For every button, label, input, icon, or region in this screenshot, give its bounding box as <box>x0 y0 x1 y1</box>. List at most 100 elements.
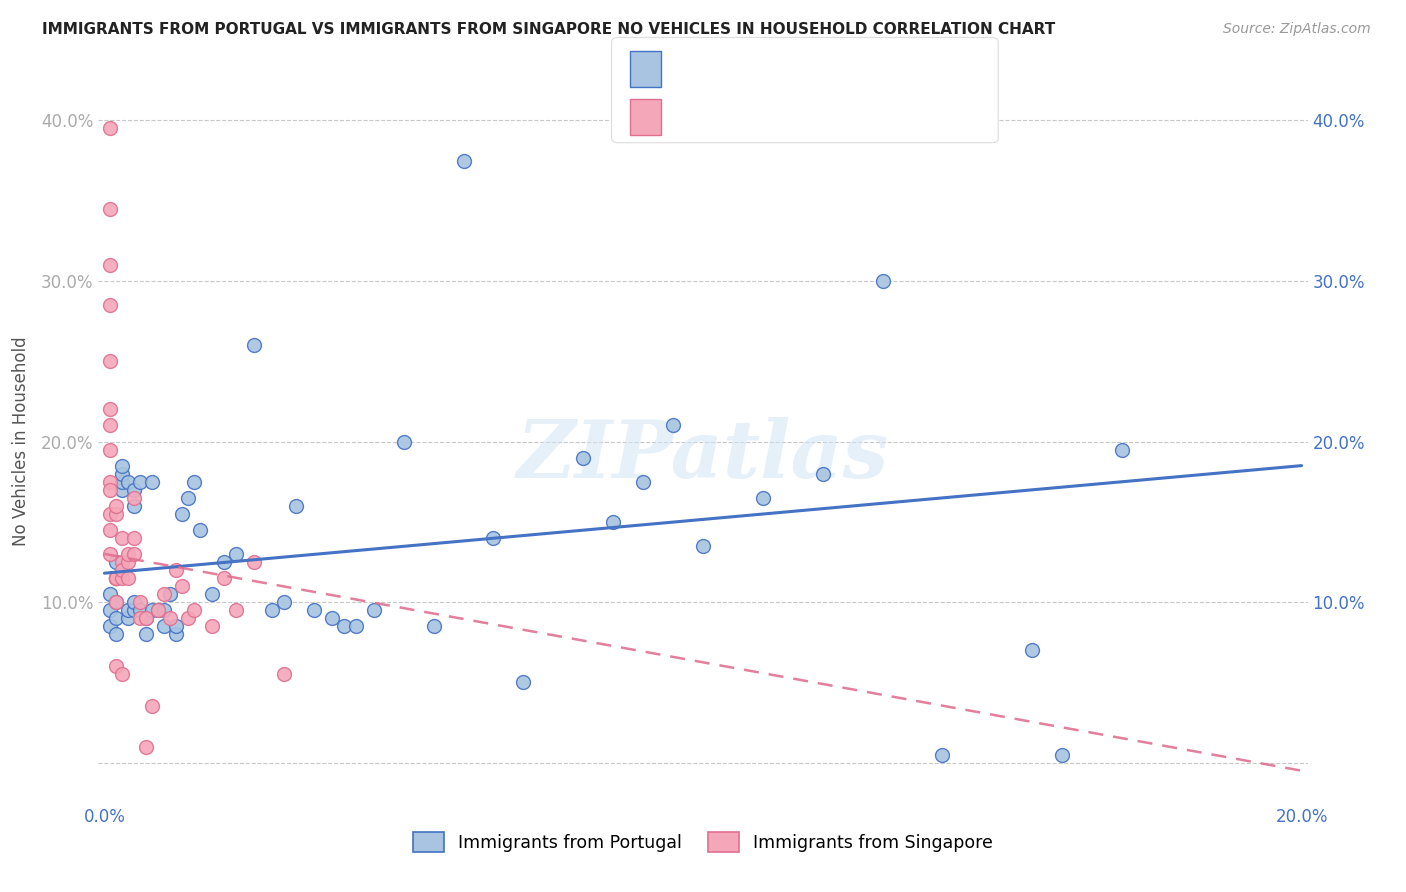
Text: Source: ZipAtlas.com: Source: ZipAtlas.com <box>1223 22 1371 37</box>
Point <box>105 571 128 585</box>
Text: ZIPatlas: ZIPatlas <box>517 417 889 495</box>
Point <box>117 555 139 569</box>
Point <box>105 499 128 513</box>
Point <box>111 667 134 681</box>
Point <box>165 563 187 577</box>
Point <box>141 475 163 489</box>
Legend: Immigrants from Portugal, Immigrants from Singapore: Immigrants from Portugal, Immigrants fro… <box>406 825 1000 859</box>
Point <box>129 603 152 617</box>
Point <box>153 603 176 617</box>
Point <box>453 153 475 168</box>
Point <box>811 467 834 481</box>
Point <box>284 499 307 513</box>
Point <box>105 571 128 585</box>
Text: IMMIGRANTS FROM PORTUGAL VS IMMIGRANTS FROM SINGAPORE NO VEHICLES IN HOUSEHOLD C: IMMIGRANTS FROM PORTUGAL VS IMMIGRANTS F… <box>42 22 1056 37</box>
Point <box>135 627 157 641</box>
Point <box>148 603 170 617</box>
Point <box>321 611 343 625</box>
Y-axis label: No Vehicles in Household: No Vehicles in Household <box>11 336 30 547</box>
Point <box>141 699 163 714</box>
Point <box>135 739 157 754</box>
Point <box>225 547 247 561</box>
Point <box>631 475 654 489</box>
Point <box>100 402 122 417</box>
Point <box>148 603 170 617</box>
Point <box>100 442 122 457</box>
Point <box>105 571 128 585</box>
Point <box>363 603 385 617</box>
Point <box>225 603 247 617</box>
Point <box>124 547 146 561</box>
Point <box>572 450 595 465</box>
Point <box>129 595 152 609</box>
Point <box>512 675 534 690</box>
Point <box>124 499 146 513</box>
Point <box>100 202 122 216</box>
Point <box>111 555 134 569</box>
Point <box>172 579 194 593</box>
Point <box>100 523 122 537</box>
Point <box>105 507 128 521</box>
Point <box>135 611 157 625</box>
Point <box>105 571 128 585</box>
Point <box>752 491 775 505</box>
Point <box>105 627 128 641</box>
Point <box>1111 442 1133 457</box>
Point <box>100 298 122 312</box>
Point <box>392 434 415 449</box>
Point <box>105 659 128 673</box>
Text: N = 49: N = 49 <box>806 108 870 126</box>
Text: -0.044: -0.044 <box>710 108 772 126</box>
Point <box>273 667 295 681</box>
Point <box>172 507 194 521</box>
Point <box>482 531 505 545</box>
Point <box>100 619 122 633</box>
Point <box>105 595 128 609</box>
Point <box>111 531 134 545</box>
Point <box>344 619 367 633</box>
Point <box>111 483 134 497</box>
Point <box>100 603 122 617</box>
Point <box>153 619 176 633</box>
Point <box>1021 643 1043 657</box>
Point <box>201 619 224 633</box>
Point <box>124 595 146 609</box>
Point <box>100 547 122 561</box>
Text: N = 65: N = 65 <box>806 60 872 78</box>
Point <box>111 467 134 481</box>
Point <box>129 611 152 625</box>
Point <box>124 531 146 545</box>
Point <box>100 587 122 601</box>
Point <box>1050 747 1073 762</box>
Text: R =: R = <box>671 108 703 126</box>
Point <box>153 587 176 601</box>
Point <box>165 627 187 641</box>
Point <box>159 611 181 625</box>
Point <box>100 258 122 272</box>
Point <box>243 555 266 569</box>
Point <box>124 483 146 497</box>
Point <box>117 571 139 585</box>
Point <box>159 587 181 601</box>
Point <box>105 595 128 609</box>
Point <box>117 547 139 561</box>
Point <box>117 475 139 489</box>
Point <box>111 475 134 489</box>
Point <box>183 603 205 617</box>
Point <box>111 563 134 577</box>
Point <box>662 418 685 433</box>
Point <box>100 507 122 521</box>
Point <box>111 571 134 585</box>
Point <box>105 555 128 569</box>
Point <box>333 619 356 633</box>
Point <box>135 611 157 625</box>
Point <box>260 603 283 617</box>
Point <box>243 338 266 352</box>
Point <box>212 555 235 569</box>
Point <box>212 571 235 585</box>
Text: R =: R = <box>671 60 703 78</box>
Point <box>177 491 200 505</box>
Point <box>273 595 295 609</box>
Point <box>183 475 205 489</box>
Point <box>201 587 224 601</box>
